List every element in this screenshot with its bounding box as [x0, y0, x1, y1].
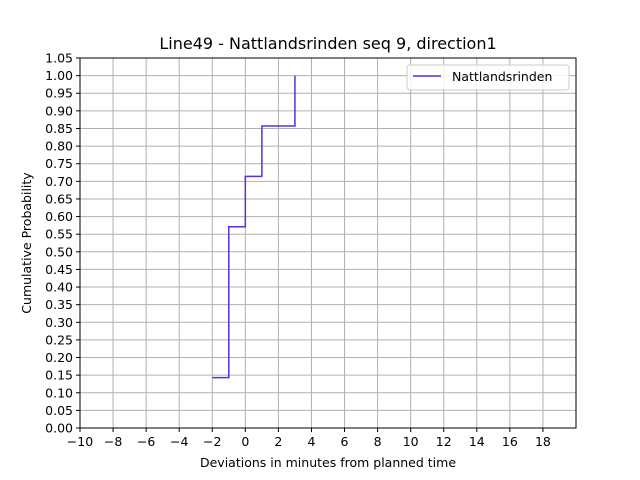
x-tick-label: 0: [241, 434, 249, 449]
chart-title: Line49 - Nattlandsrinden seq 9, directio…: [159, 34, 496, 53]
x-tick-label: −2: [203, 434, 221, 449]
y-tick-label: 0.05: [45, 403, 73, 418]
x-tick-label: 8: [374, 434, 382, 449]
y-axis-ticks: 0.00 0.05 0.10 0.15 0.20 0.25 0.30 0.35 0.40 0.45…: [45, 51, 80, 436]
y-tick-label: 0.65: [45, 191, 73, 206]
x-tick-label: 18: [535, 434, 551, 449]
series-line-nattlandsrinden: [212, 75, 296, 379]
y-tick-label: 0.70: [45, 174, 73, 189]
y-tick-label: 0.25: [45, 332, 73, 347]
y-tick-label: 1.05: [45, 51, 73, 66]
x-tick-label: 14: [469, 434, 485, 449]
grid-lines: [79, 57, 576, 429]
x-tick-label: 12: [436, 434, 452, 449]
y-tick-label: 0.35: [45, 297, 73, 312]
series-layer: [212, 75, 296, 379]
y-tick-label: 0.10: [45, 385, 73, 400]
legend: Nattlandsrinden: [406, 64, 570, 91]
legend-label: Nattlandsrinden: [452, 69, 552, 84]
x-axis-label: Deviations in minutes from planned time: [200, 455, 456, 470]
x-tick-label: −4: [170, 434, 188, 449]
x-tick-label: 16: [502, 434, 518, 449]
y-tick-label: 0.95: [45, 86, 73, 101]
x-axis-ticks: −10 −8 −6 −4 −2 0 2 4 6 8 10 12 14 16 18: [67, 428, 551, 449]
y-axis-label: Cumulative Probability: [19, 172, 34, 314]
y-tick-label: 0.90: [45, 103, 73, 118]
x-tick-label: 4: [307, 434, 315, 449]
y-tick-label: 0.30: [45, 315, 73, 330]
y-tick-label: 0.80: [45, 139, 73, 154]
y-tick-label: 0.45: [45, 262, 73, 277]
y-tick-label: 0.50: [45, 244, 73, 259]
y-tick-label: 1.00: [45, 68, 73, 83]
x-tick-label: 10: [403, 434, 419, 449]
y-tick-label: 0.60: [45, 209, 73, 224]
x-tick-label: −10: [67, 434, 93, 449]
x-tick-label: −6: [137, 434, 155, 449]
plot-frame: [79, 57, 577, 429]
legend-box: [406, 64, 570, 91]
x-tick-label: 2: [274, 434, 282, 449]
y-tick-label: 0.40: [45, 280, 73, 295]
y-tick-label: 0.20: [45, 350, 73, 365]
y-tick-label: 0.75: [45, 156, 73, 171]
y-tick-label: 0.15: [45, 368, 73, 383]
y-tick-label: 0.00: [45, 421, 73, 436]
y-tick-label: 0.55: [45, 227, 73, 242]
x-tick-label: −8: [104, 434, 122, 449]
y-tick-label: 0.85: [45, 121, 73, 136]
x-tick-label: 6: [341, 434, 349, 449]
